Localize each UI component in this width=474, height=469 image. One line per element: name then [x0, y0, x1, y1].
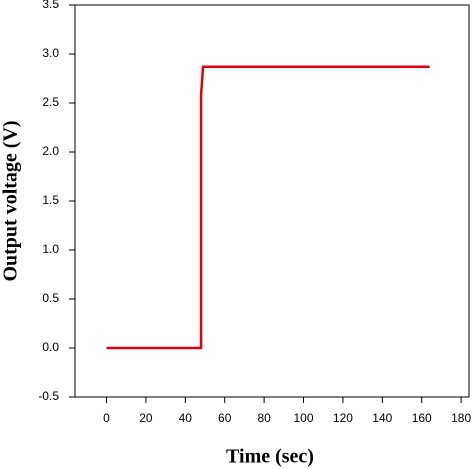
data-line [106, 65, 430, 350]
x-tick-label: 0 [103, 411, 110, 425]
y-tick-label: 3.5 [42, 0, 59, 11]
x-tick-label: 40 [179, 411, 193, 425]
y-tick-label: -0.5 [38, 389, 59, 403]
x-tick-label: 160 [412, 411, 432, 425]
y-tick-label: 2.0 [42, 144, 59, 158]
y-tick-label: 1.5 [42, 193, 59, 207]
x-tick-label: 140 [372, 411, 392, 425]
y-tick-label: 2.5 [42, 95, 59, 109]
x-axis-title: Time (sec) [226, 446, 314, 468]
y-axis-title: Output voltage (V) [0, 120, 22, 281]
x-tick-label: 80 [257, 411, 271, 425]
y-tick-label: 1.0 [42, 242, 59, 256]
y-tick-label: 3.0 [42, 46, 59, 60]
x-tick-label: 120 [333, 411, 353, 425]
x-tick-label: 100 [294, 411, 314, 425]
y-tick-label: 0.5 [42, 291, 59, 305]
plot-frame [74, 4, 470, 398]
x-tick-label: 180 [451, 411, 471, 425]
x-tick-label: 60 [218, 411, 232, 425]
y-tick-label: 0.0 [42, 340, 59, 354]
x-tick-label: 20 [139, 411, 153, 425]
